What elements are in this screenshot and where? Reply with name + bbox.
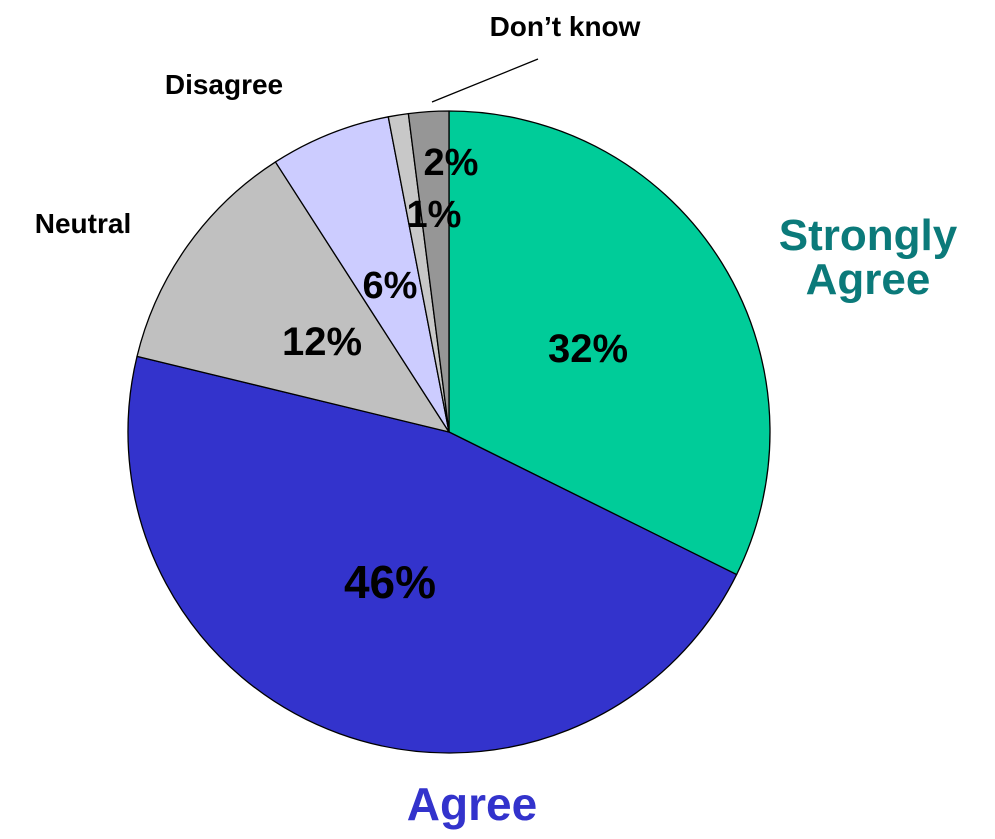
slice-category-label: Don’t know [490,11,641,42]
pie-labels: 32% Strongly Agree 46% Agree 12% Neutral 6% Disa… [35,11,958,830]
pie-slice-agree [127,355,738,754]
slice-value-label: 12% [282,320,362,364]
slice-value-label: 6% [363,265,418,307]
slice-value-label: 46% [344,556,436,608]
pie-slices [127,110,771,754]
pie-slice-neutral [136,161,450,433]
slice-category-label: Strongly Agree [779,211,958,304]
slice-value-label: 2% [424,142,479,184]
pie-slice-don-t-know [407,110,450,433]
slice-value-label: 32% [548,327,628,371]
slice-category-label: Agree [407,778,537,830]
leader-line [431,58,539,103]
slice-value-label: 1% [407,194,462,236]
pie-slice-strongly-agree [448,110,771,576]
slice-category-label: Disagree [165,69,283,100]
pie-slice-disagree [274,116,450,433]
slice-category-label: Neutral [35,208,131,239]
